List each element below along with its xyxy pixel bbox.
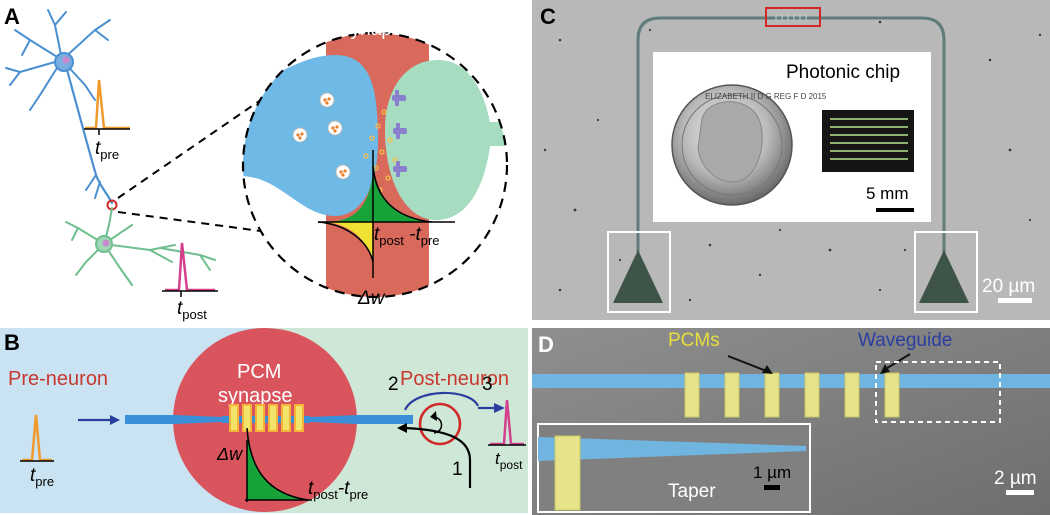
waveguide-left [125,415,175,424]
inset-scale-label: 5 mm [866,184,909,203]
panel-b-letter: B [4,330,20,355]
sem-pcm-cell [724,372,740,418]
pcm-cell [268,404,278,432]
pcm-label-line1: PCM [237,361,281,383]
pcms-label: PCMs [668,330,720,351]
coin-inscription: ELIZABETH II D G REG F D 2015 [705,92,827,101]
post-neuron-cell [65,207,216,286]
t-post-label-a: tpost [177,298,207,322]
inset-scale-bar [876,208,914,212]
panel-d: D PCMs Waveguide Taper 1 µm 2 µm [532,328,1050,515]
panel-b: B Pre-neuron Post-neuron PCM synapse tpr… [0,328,528,513]
grating-coupler-left [613,250,663,303]
delta-w-label-b: Δw [216,444,243,464]
waveguide-center [222,416,310,423]
pre-spike-b [22,414,52,462]
port-1-label: 1 [452,459,463,480]
post-neuron-nucleus [102,239,110,247]
sem-waveguide [532,374,1050,388]
waveguide-right [357,415,413,424]
stdp-curve-potentiation [325,222,373,262]
receptors [392,90,407,177]
photonic-chip-label: Photonic chip [786,62,900,83]
panel-c-letter: C [540,4,556,29]
postsynaptic-terminal [385,60,507,220]
pre-neuron-cell [5,9,114,205]
pcm-label-line2: synapse [218,385,293,407]
pcm-cell [281,404,291,432]
taper-inset-pcm [554,435,581,511]
taper-label: Taper [668,481,716,502]
pcm-cell [229,404,239,432]
t-pre-label-a: tpre [95,138,119,162]
pcm-cell [242,404,252,432]
sem-pcm-cell [844,372,860,418]
sem-pcm-cell [764,372,780,418]
pcm-region-marker [765,7,821,27]
circulator-arc-top [403,391,480,411]
taper-right [310,415,357,424]
stdp-curve-b [247,428,308,500]
synapse-label: Synapse [338,19,412,40]
post-spike-b [490,399,524,446]
pre-neuron-label: Pre-neuron [8,368,108,390]
panel-d-letter: D [538,332,554,357]
port-3-label: 3 [482,374,493,395]
scale-bar-d [1006,490,1034,495]
inset-scale-label-d: 1 µm [753,463,791,482]
sem-pcm-cell [804,372,820,418]
vesicles [292,92,351,180]
t-post-label-b: tpost [495,449,523,472]
panel-a: A tpre [4,4,509,322]
port-2-label: 2 [388,374,399,395]
pcm-cell [255,404,265,432]
waveguide-label: Waveguide [858,330,952,351]
stdp-curve-depression [330,168,373,222]
grating-box-right [914,231,978,313]
grating-coupler-right [919,250,969,303]
post-spike-waveform [165,242,215,292]
sem-pcm-cells [684,372,900,418]
sem-pcm-cell [884,372,900,418]
sem-pcm-cell [684,372,700,418]
delta-w-label-a: Δw [357,288,386,309]
inset-scale-bar-d [764,485,780,490]
ring-resonator [418,402,462,446]
pcm-cells [229,404,304,432]
photonic-chip [822,110,914,172]
taper-region-marker [875,361,1001,423]
waveguide-loop [636,16,946,255]
scale-label-d: 2 µm [994,468,1037,489]
zoom-line-top [117,94,269,199]
grating-box-left [607,231,671,313]
port-1-line [404,426,472,488]
pcm-pointer-arrow [727,355,770,373]
chip-devices [830,118,908,160]
pre-neuron-nucleus [62,56,70,64]
taper-inset-waveguide [538,437,806,461]
taper-left [175,415,222,424]
zoom-circle [241,31,509,299]
post-neuron-label: Post-neuron [400,368,509,390]
pcm-cell [294,404,304,432]
zoom-line-bottom [117,211,269,233]
scale-bar-c [998,298,1032,303]
t-pre-label-b: tpre [30,465,54,489]
stdp-axis-label-a: tpost -tpre [374,224,440,248]
synapse-zoom [243,33,507,297]
coin-portrait [697,101,763,183]
pre-spike-waveform [85,79,130,130]
panel-a-letter: A [4,4,20,29]
stdp-axis-label-b: tpost-tpre [308,478,368,502]
scale-label-c: 20 µm [982,276,1035,297]
panel-c: C Photonic chip ELIZABETH II D G REG F D… [532,0,1050,320]
